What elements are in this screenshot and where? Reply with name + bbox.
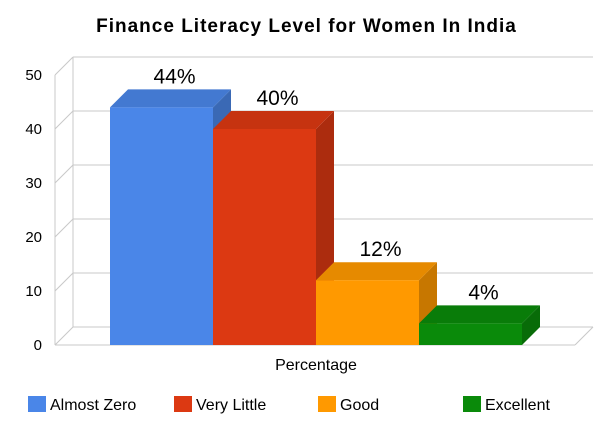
data-label: 12% [359,238,401,261]
chart-title: Finance Literacy Level for Women In Indi… [96,16,517,37]
bar-front [419,323,522,345]
bar-very-little [213,111,334,345]
data-labels-layer: 44% 40% 12% 4% [153,65,498,304]
gridline-diagonal [54,326,74,346]
legend-item-good: Good [318,396,379,414]
bars-layer [110,89,540,346]
y-axis: 0 10 20 30 40 50 [25,67,42,354]
legend-swatch [318,396,336,412]
legend-swatch [28,396,46,412]
bar-top [316,262,437,281]
y-tick-label: 30 [25,175,42,192]
legend-item-excellent: Excellent [463,396,550,414]
legend-swatch [463,396,481,412]
bar-excellent [419,305,540,345]
legend: Almost Zero Very Little Good Excellent [28,396,550,414]
legend-label: Almost Zero [50,397,136,414]
gridline-diagonal [54,218,74,238]
bar-side [522,305,540,345]
gridline-diagonal [54,56,74,76]
gridline-diagonal [54,110,74,130]
bar-front [213,129,316,345]
legend-item-almost-zero: Almost Zero [28,396,136,414]
floor-edge-right [574,326,594,346]
legend-item-very-little: Very Little [174,396,266,414]
bar-front [110,107,213,346]
gridline-diagonal [54,272,74,292]
legend-label: Good [340,397,379,414]
bar-good [316,262,437,345]
x-axis-label: Percentage [275,357,357,374]
data-label: 40% [256,87,298,110]
y-tick-label: 50 [25,67,42,84]
y-tick-label: 40 [25,121,42,138]
gridline-diagonal [54,164,74,184]
bar-front [316,280,419,345]
data-label: 44% [153,65,195,88]
bar-almost-zero [110,89,231,346]
y-tick-label: 0 [34,337,42,354]
legend-label: Very Little [196,397,266,414]
bar-top [419,305,540,324]
y-tick-label: 10 [25,283,42,300]
data-label: 4% [468,281,498,304]
y-tick-label: 20 [25,229,42,246]
bar-top [213,111,334,129]
legend-swatch [174,396,192,412]
legend-label: Excellent [485,397,550,414]
bar-top [110,89,231,108]
